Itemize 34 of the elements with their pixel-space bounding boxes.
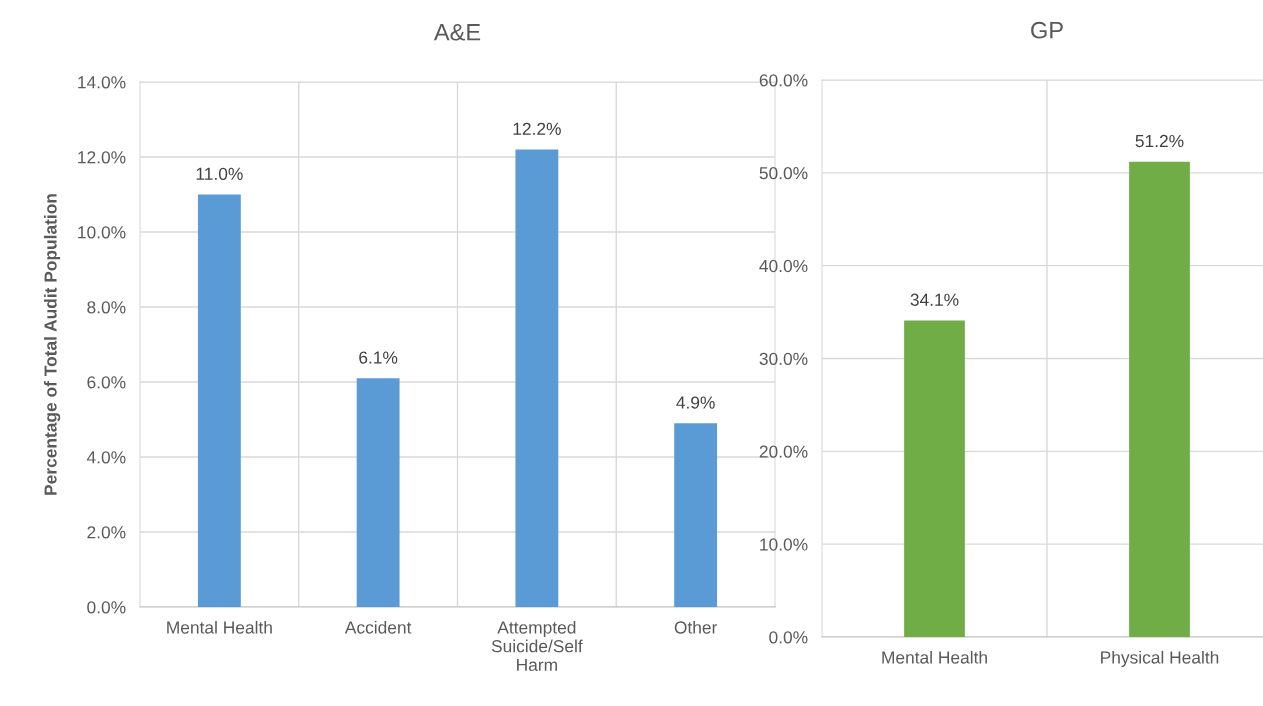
y-tick-label: 0.0% [769, 631, 808, 644]
data-label: 12.2% [513, 122, 561, 135]
y-tick-label: 6.0% [87, 376, 126, 389]
bar [197, 194, 241, 607]
bar [674, 423, 718, 607]
y-tick-label: 2.0% [87, 526, 126, 539]
data-label: 34.1% [910, 293, 959, 306]
data-label: 6.1% [359, 351, 398, 364]
x-tick-label: Accident [344, 620, 412, 634]
x-tick-label: Mental Health [167, 620, 272, 634]
data-label: 4.9% [676, 396, 715, 409]
bar [515, 149, 559, 607]
y-axis-title: Percentage of Total Audit Population [43, 194, 61, 495]
data-label: 11.0% [196, 167, 243, 180]
y-tick-label: 10.0% [78, 226, 126, 239]
x-tick-label: Physical Health [1101, 650, 1219, 668]
y-tick-label: 10.0% [760, 538, 808, 551]
bar [356, 378, 400, 607]
y-tick-label: 8.0% [87, 301, 126, 314]
y-tick-label: 14.0% [78, 76, 126, 89]
y-tick-label: 0.0% [87, 601, 126, 614]
chart-title: A&E [433, 24, 481, 41]
x-tick-label: Mental Health [882, 650, 987, 664]
data-label: 51.2% [1135, 134, 1184, 148]
y-tick-label: 40.0% [759, 259, 808, 273]
y-tick-label: 20.0% [759, 445, 808, 458]
y-tick-label: 30.0% [759, 352, 808, 365]
y-tick-label: 60.0% [759, 74, 808, 87]
x-tick-label: Attempted Suicide/Self Harm [491, 620, 583, 672]
x-tick-label: Other [674, 620, 718, 634]
chart-title: GP [1031, 21, 1063, 39]
y-tick-label: 50.0% [759, 167, 808, 180]
y-tick-label: 4.0% [86, 451, 126, 464]
y-tick-label: 12.0% [78, 151, 126, 164]
